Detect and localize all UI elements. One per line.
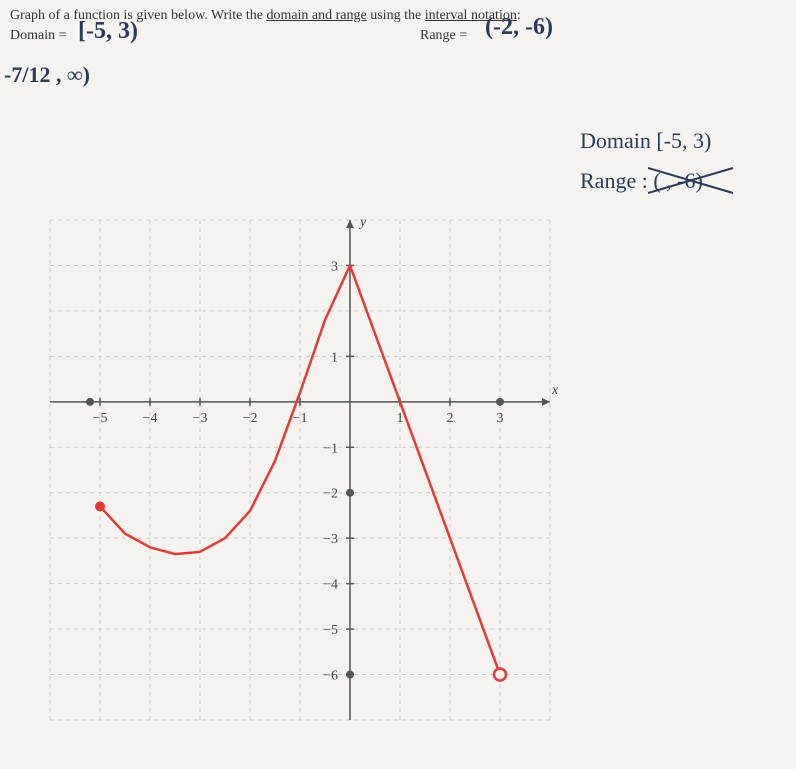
- handwritten-side-range: Range : ( , -6): [580, 168, 703, 194]
- side-domain-value: [-5, 3): [656, 128, 711, 153]
- svg-text:−1: −1: [323, 441, 338, 456]
- svg-text:−5: −5: [93, 411, 108, 426]
- svg-text:−4: −4: [323, 578, 338, 593]
- svg-text:−2: −2: [243, 411, 258, 426]
- svg-text:−4: −4: [143, 411, 158, 426]
- handwritten-domain-answer: [-5, 3): [78, 18, 138, 45]
- q-mid: using the: [367, 8, 425, 23]
- svg-text:y: y: [358, 215, 367, 230]
- side-range-crossed: ( , -6): [653, 168, 702, 194]
- svg-text:3: 3: [331, 259, 338, 274]
- svg-text:−1: −1: [293, 411, 308, 426]
- handwritten-range-answer: (-2, -6): [485, 14, 553, 41]
- function-graph: −5 −4 −3 −2 −1 1 2 3 −6 −5 −4 −3 −2 −1 1 3 x y: [30, 200, 570, 740]
- svg-text:3: 3: [497, 411, 504, 426]
- domain-label: Domain =: [10, 28, 67, 44]
- svg-text:2: 2: [447, 411, 454, 426]
- handwritten-fraction-note: -7/12 , ∞): [4, 62, 90, 88]
- svg-text:1: 1: [331, 350, 338, 365]
- svg-text:−5: −5: [323, 623, 338, 638]
- side-domain-label: Domain: [580, 128, 651, 153]
- svg-text:−6: −6: [323, 669, 338, 684]
- handwritten-side-domain: Domain [-5, 3): [580, 128, 711, 154]
- svg-text:−3: −3: [323, 532, 338, 547]
- chart-svg: −5 −4 −3 −2 −1 1 2 3 −6 −5 −4 −3 −2 −1 1 3 x y: [30, 200, 570, 740]
- q-underlined1: domain and range: [266, 8, 366, 23]
- range-label: Range =: [420, 28, 467, 44]
- svg-text:−3: −3: [193, 411, 208, 426]
- svg-text:x: x: [551, 383, 559, 398]
- cross-out-lines: [648, 163, 738, 198]
- svg-text:−2: −2: [323, 487, 338, 502]
- side-range-label: Range :: [580, 168, 648, 193]
- svg-text:1: 1: [397, 411, 404, 426]
- q-prefix: Graph of a function is given below. Writ…: [10, 8, 266, 23]
